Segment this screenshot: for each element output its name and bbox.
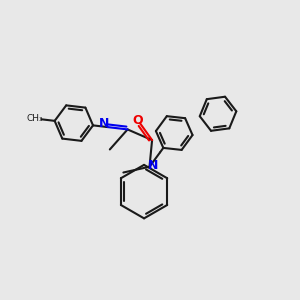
Text: N: N <box>148 159 158 172</box>
Text: N: N <box>99 118 110 130</box>
Text: CH₃: CH₃ <box>27 114 43 123</box>
Text: O: O <box>133 114 143 127</box>
